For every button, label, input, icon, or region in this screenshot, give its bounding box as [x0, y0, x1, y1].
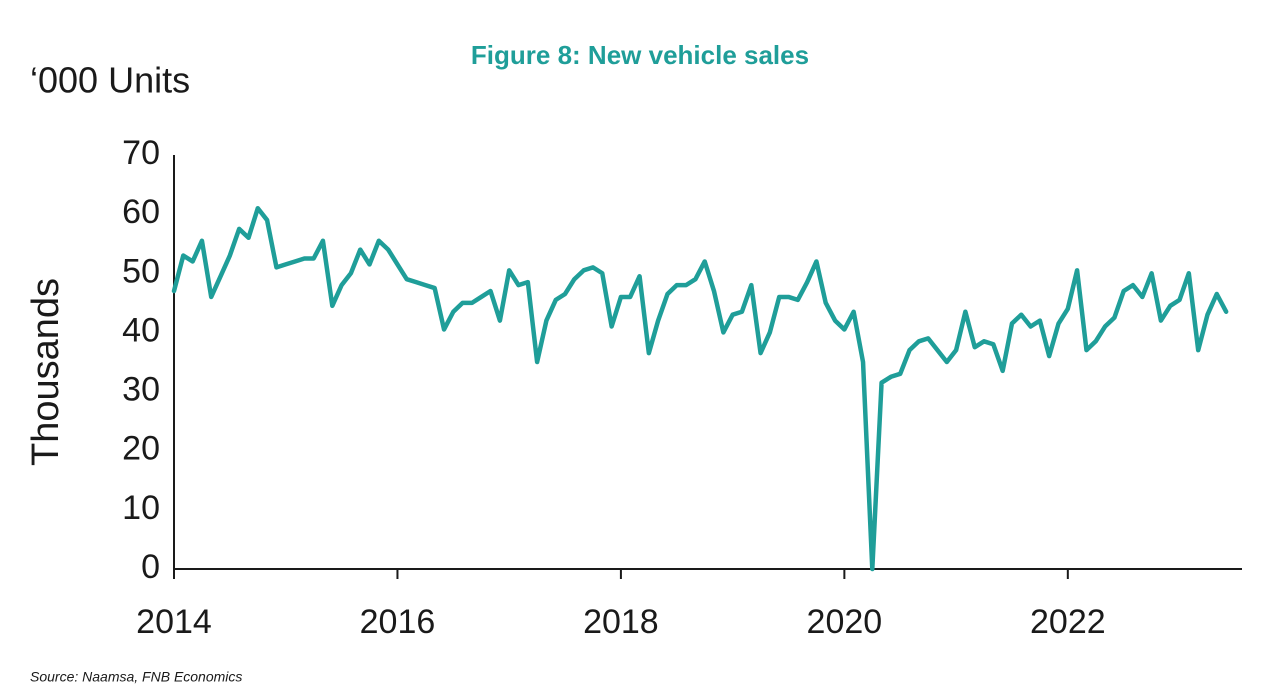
y-tick-label: 10 [122, 489, 160, 527]
unit-label: ‘000 Units [30, 60, 190, 101]
y-tick-label: 20 [122, 430, 160, 468]
x-tick-label: 2014 [136, 603, 212, 641]
y-axis-label: Thousands [25, 278, 67, 466]
y-tick-label: 70 [122, 134, 160, 172]
source-note: Source: Naamsa, FNB Economics [30, 669, 242, 685]
y-tick-label: 60 [122, 193, 160, 231]
y-tick-label: 0 [141, 548, 160, 586]
chart-title: Figure 8: New vehicle sales [471, 40, 809, 70]
x-tick-label: 2020 [807, 603, 883, 641]
x-tick-label: 2016 [360, 603, 436, 641]
y-tick-label: 50 [122, 252, 160, 290]
data-line [171, 205, 1229, 572]
y-tick-label: 40 [122, 311, 160, 349]
y-tick-label: 30 [122, 371, 160, 409]
x-tick-label: 2022 [1030, 603, 1106, 641]
x-tick-label: 2018 [583, 603, 659, 641]
